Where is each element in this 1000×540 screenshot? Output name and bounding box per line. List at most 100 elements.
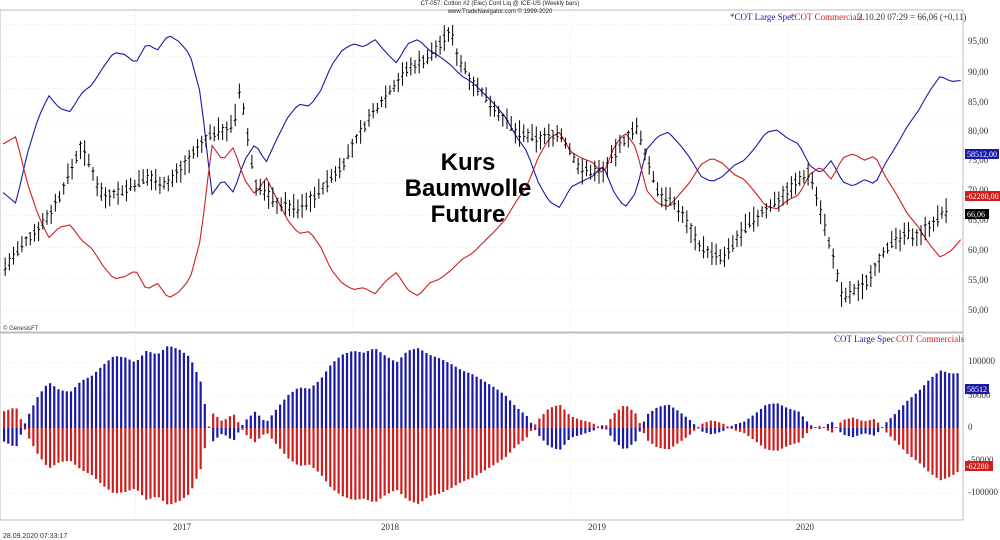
histogram-bar-commercials — [567, 414, 570, 428]
histogram-bar-commercials — [667, 428, 671, 450]
histogram-bar-large-spec — [375, 349, 378, 428]
histogram-bar-commercials — [375, 428, 378, 502]
price-tick: 55,00 — [968, 275, 989, 285]
histogram-bar-commercials — [555, 405, 558, 428]
histogram-bar-large-spec — [483, 381, 487, 428]
histogram-bar-commercials — [94, 428, 98, 479]
histogram-bar-large-spec — [136, 360, 140, 428]
histogram-bar-large-spec — [785, 407, 788, 428]
histogram-bar-commercials — [860, 420, 863, 428]
histogram-bar-large-spec — [57, 389, 60, 428]
histogram-bar-large-spec — [416, 348, 420, 428]
x-tick-label: 2018 — [381, 522, 400, 532]
histogram-bar-commercials — [178, 428, 181, 501]
histogram-bar-large-spec — [23, 423, 27, 428]
histogram-bar-large-spec — [864, 428, 867, 434]
histogram-bar-large-spec — [676, 410, 679, 428]
histogram-bar-large-spec — [433, 356, 436, 428]
histogram-bar-large-spec — [400, 357, 403, 428]
histogram-bar-commercials — [839, 422, 842, 428]
histogram-bar-commercials — [550, 407, 554, 428]
histogram-bar-commercials — [492, 428, 495, 466]
histogram-bar-large-spec — [851, 428, 855, 438]
histogram-bar-commercials — [2, 411, 6, 428]
histogram-bar-large-spec — [291, 391, 294, 428]
histogram-bar-large-spec — [111, 356, 114, 428]
histogram-bar-commercials — [713, 421, 717, 428]
histogram-bar-large-spec — [262, 419, 265, 428]
histogram-bar-commercials — [78, 428, 81, 469]
histogram-bar-commercials — [872, 419, 876, 428]
histogram-bar-commercials — [546, 409, 549, 428]
histogram-bar-commercials — [216, 417, 219, 428]
histogram-bar-large-spec — [780, 405, 784, 428]
histogram-bar-commercials — [237, 422, 240, 428]
histogram-bar-large-spec — [617, 428, 620, 446]
histogram-bar-commercials — [362, 428, 365, 499]
histogram-bar-commercials — [454, 428, 457, 486]
histogram-bar-commercials — [107, 428, 110, 490]
histogram-bar-commercials — [295, 428, 298, 465]
histogram-bar-commercials — [601, 428, 604, 430]
histogram-bar-commercials — [542, 414, 545, 428]
histogram-bar-commercials — [11, 408, 14, 428]
histogram-bar-large-spec — [362, 352, 365, 428]
histogram-bar-commercials — [128, 428, 131, 491]
histogram-bar-large-spec — [529, 422, 533, 428]
histogram-bar-commercials — [345, 428, 349, 498]
histogram-bar-large-spec — [902, 405, 905, 428]
histogram-bar-commercials — [383, 428, 386, 496]
histogram-bar-commercials — [743, 428, 746, 434]
histogram-bar-large-spec — [538, 428, 541, 437]
histogram-bar-large-spec — [320, 377, 324, 428]
histogram-bar-large-spec — [15, 428, 18, 447]
histogram-bar-commercials — [672, 428, 675, 447]
cot-tick: -100000 — [968, 487, 998, 497]
histogram-bar-commercials — [391, 428, 395, 492]
histogram-bar-commercials — [337, 428, 340, 494]
histogram-bar-large-spec — [278, 404, 282, 428]
histogram-bar-commercials — [74, 428, 77, 465]
histogram-bar-commercials — [914, 428, 917, 461]
badge-commercials-text: -62280,00 — [966, 192, 999, 201]
histogram-bar-commercials — [161, 428, 165, 501]
histogram-bar-commercials — [425, 428, 428, 499]
histogram-bar-commercials — [605, 425, 608, 428]
histogram-bar-commercials — [291, 428, 294, 462]
histogram-bar-large-spec — [266, 420, 269, 428]
histogram-bar-large-spec — [688, 419, 692, 428]
histogram-bar-large-spec — [299, 387, 303, 428]
histogram-bar-commercials — [709, 420, 712, 428]
histogram-bar-large-spec — [28, 413, 31, 428]
histogram-bar-large-spec — [546, 428, 549, 446]
histogram-bar-large-spec — [793, 410, 796, 428]
histogram-bar-commercials — [789, 428, 792, 446]
histogram-bar-large-spec — [550, 428, 554, 448]
histogram-bar-commercials — [170, 428, 173, 505]
histogram-bar-large-spec — [630, 428, 633, 445]
histogram-bar-commercials — [262, 428, 265, 435]
histogram-bar-commercials — [651, 428, 654, 444]
histogram-bar-large-spec — [44, 385, 48, 428]
histogram-bar-large-spec — [329, 365, 332, 428]
histogram-bar-commercials — [278, 428, 282, 449]
histogram-bar-commercials — [467, 428, 470, 480]
histogram-bar-large-spec — [948, 373, 951, 428]
histogram-bar-large-spec — [621, 428, 625, 449]
histogram-bar-commercials — [57, 428, 60, 463]
price-tick: 75,00 — [968, 155, 989, 165]
histogram-bar-commercials — [521, 428, 524, 441]
histogram-bar-large-spec — [350, 351, 353, 428]
histogram-bar-large-spec — [914, 393, 917, 428]
histogram-bar-commercials — [120, 428, 123, 493]
histogram-bar-commercials — [36, 428, 39, 454]
histogram-bar-commercials — [149, 428, 152, 499]
histogram-bar-commercials — [655, 428, 658, 447]
histogram-bar-large-spec — [680, 413, 683, 428]
chart-header: CT-057: Cotton #2 (Elec) Cont Liq @ ICE-… — [0, 0, 1000, 16]
histogram-bar-commercials — [69, 428, 73, 462]
histogram-bar-large-spec — [567, 428, 570, 441]
histogram-bar-large-spec — [521, 412, 524, 428]
histogram-bar-commercials — [61, 428, 64, 462]
histogram-bar-large-spec — [897, 409, 901, 428]
